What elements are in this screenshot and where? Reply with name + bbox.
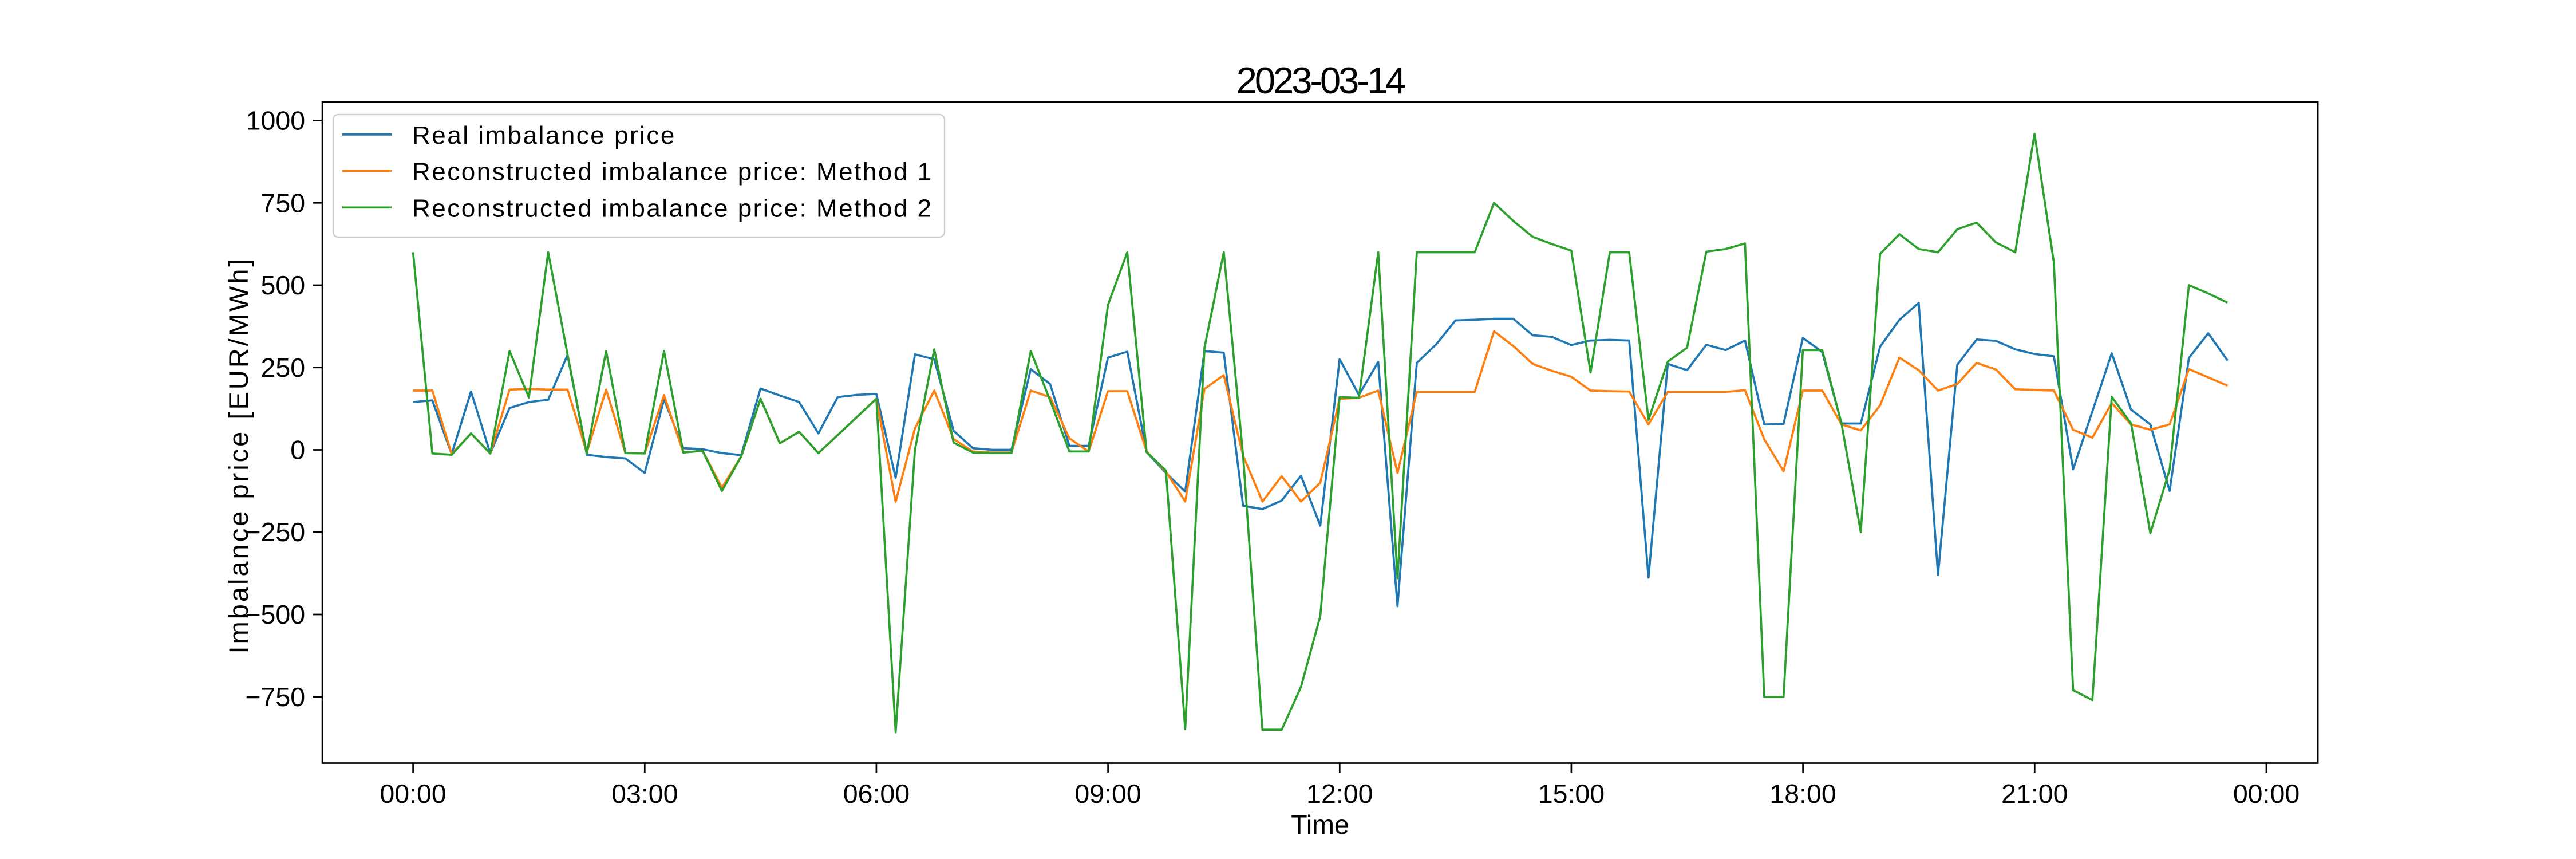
svg-text:Time: Time — [1291, 810, 1349, 840]
svg-text:250: 250 — [261, 353, 306, 383]
svg-text:00:00: 00:00 — [2233, 779, 2300, 809]
svg-text:Reconstructed imbalance price:: Reconstructed imbalance price: Method 2 — [412, 194, 933, 222]
svg-text:00:00: 00:00 — [380, 779, 446, 809]
svg-text:−250: −250 — [245, 517, 305, 547]
svg-text:0: 0 — [290, 435, 305, 465]
svg-text:Real imbalance price: Real imbalance price — [412, 121, 676, 149]
svg-text:12:00: 12:00 — [1306, 779, 1373, 809]
svg-text:21:00: 21:00 — [2001, 779, 2068, 809]
svg-text:500: 500 — [261, 270, 306, 300]
svg-text:06:00: 06:00 — [843, 779, 910, 809]
svg-text:09:00: 09:00 — [1074, 779, 1141, 809]
svg-text:03:00: 03:00 — [611, 779, 678, 809]
svg-text:Reconstructed imbalance price:: Reconstructed imbalance price: Method 1 — [412, 157, 933, 186]
svg-text:18:00: 18:00 — [1769, 779, 1836, 809]
svg-text:2023-03-14: 2023-03-14 — [1236, 60, 1405, 101]
svg-text:−500: −500 — [245, 600, 305, 629]
svg-text:−750: −750 — [245, 682, 305, 712]
svg-text:1000: 1000 — [246, 106, 305, 136]
svg-text:Imbalance price [EUR/MWh]: Imbalance price [EUR/MWh] — [223, 257, 254, 654]
svg-text:750: 750 — [261, 188, 306, 218]
svg-text:15:00: 15:00 — [1538, 779, 1605, 809]
